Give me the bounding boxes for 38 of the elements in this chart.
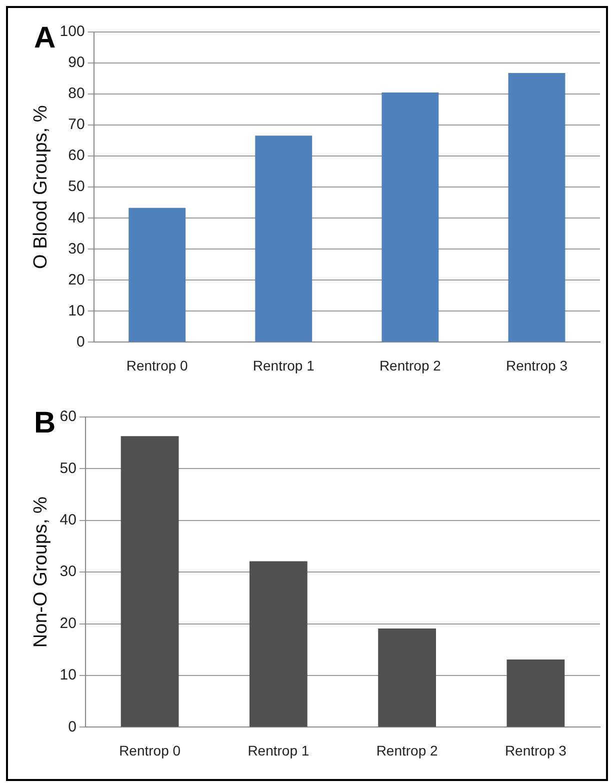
- x-tick-label: Rentrop 3: [506, 357, 568, 374]
- y-tick-label: 20: [68, 271, 85, 288]
- y-tick-label: 10: [60, 666, 76, 684]
- bar: [255, 136, 312, 342]
- x-tick-label: Rentrop 1: [248, 742, 310, 758]
- y-tick-label: 40: [68, 209, 85, 226]
- x-tick-label: Rentrop 1: [252, 357, 315, 374]
- y-tick-label: 50: [60, 460, 76, 477]
- chart-title: A: [34, 21, 56, 54]
- bar: [508, 72, 566, 342]
- y-axis-title: Non-O Groups, %: [30, 496, 52, 648]
- x-tick-label: Rentrop 3: [504, 742, 567, 758]
- y-tick-label: 50: [68, 178, 85, 196]
- y-tick-label: 90: [68, 54, 85, 72]
- bar: [120, 436, 179, 727]
- y-tick-label: 70: [68, 116, 85, 134]
- y-tick-label: 60: [60, 408, 76, 426]
- y-tick-label: 20: [60, 614, 76, 632]
- bar: [128, 208, 186, 342]
- bar: [382, 92, 439, 342]
- y-tick-label: 30: [60, 563, 76, 580]
- x-tick-label: Rentrop 2: [379, 357, 442, 374]
- y-tick-label: 40: [60, 512, 76, 529]
- x-tick-label: Rentrop 0: [126, 357, 188, 374]
- x-tick-label: Rentrop 2: [376, 742, 438, 758]
- chart-title: B: [34, 406, 56, 440]
- y-axis-title: O Blood Groups, %: [30, 105, 52, 269]
- y-tick-label: 10: [68, 302, 85, 320]
- y-tick-label: 80: [68, 85, 85, 102]
- bar: [378, 628, 436, 727]
- x-tick-label: Rentrop 0: [119, 742, 181, 758]
- bar: [249, 561, 308, 727]
- y-tick-label: 0: [68, 718, 76, 736]
- y-tick-label: 30: [68, 240, 85, 258]
- y-tick-label: 100: [60, 23, 85, 40]
- y-tick-label: 0: [76, 333, 85, 350]
- y-tick-label: 60: [68, 147, 85, 164]
- bar: [506, 659, 565, 727]
